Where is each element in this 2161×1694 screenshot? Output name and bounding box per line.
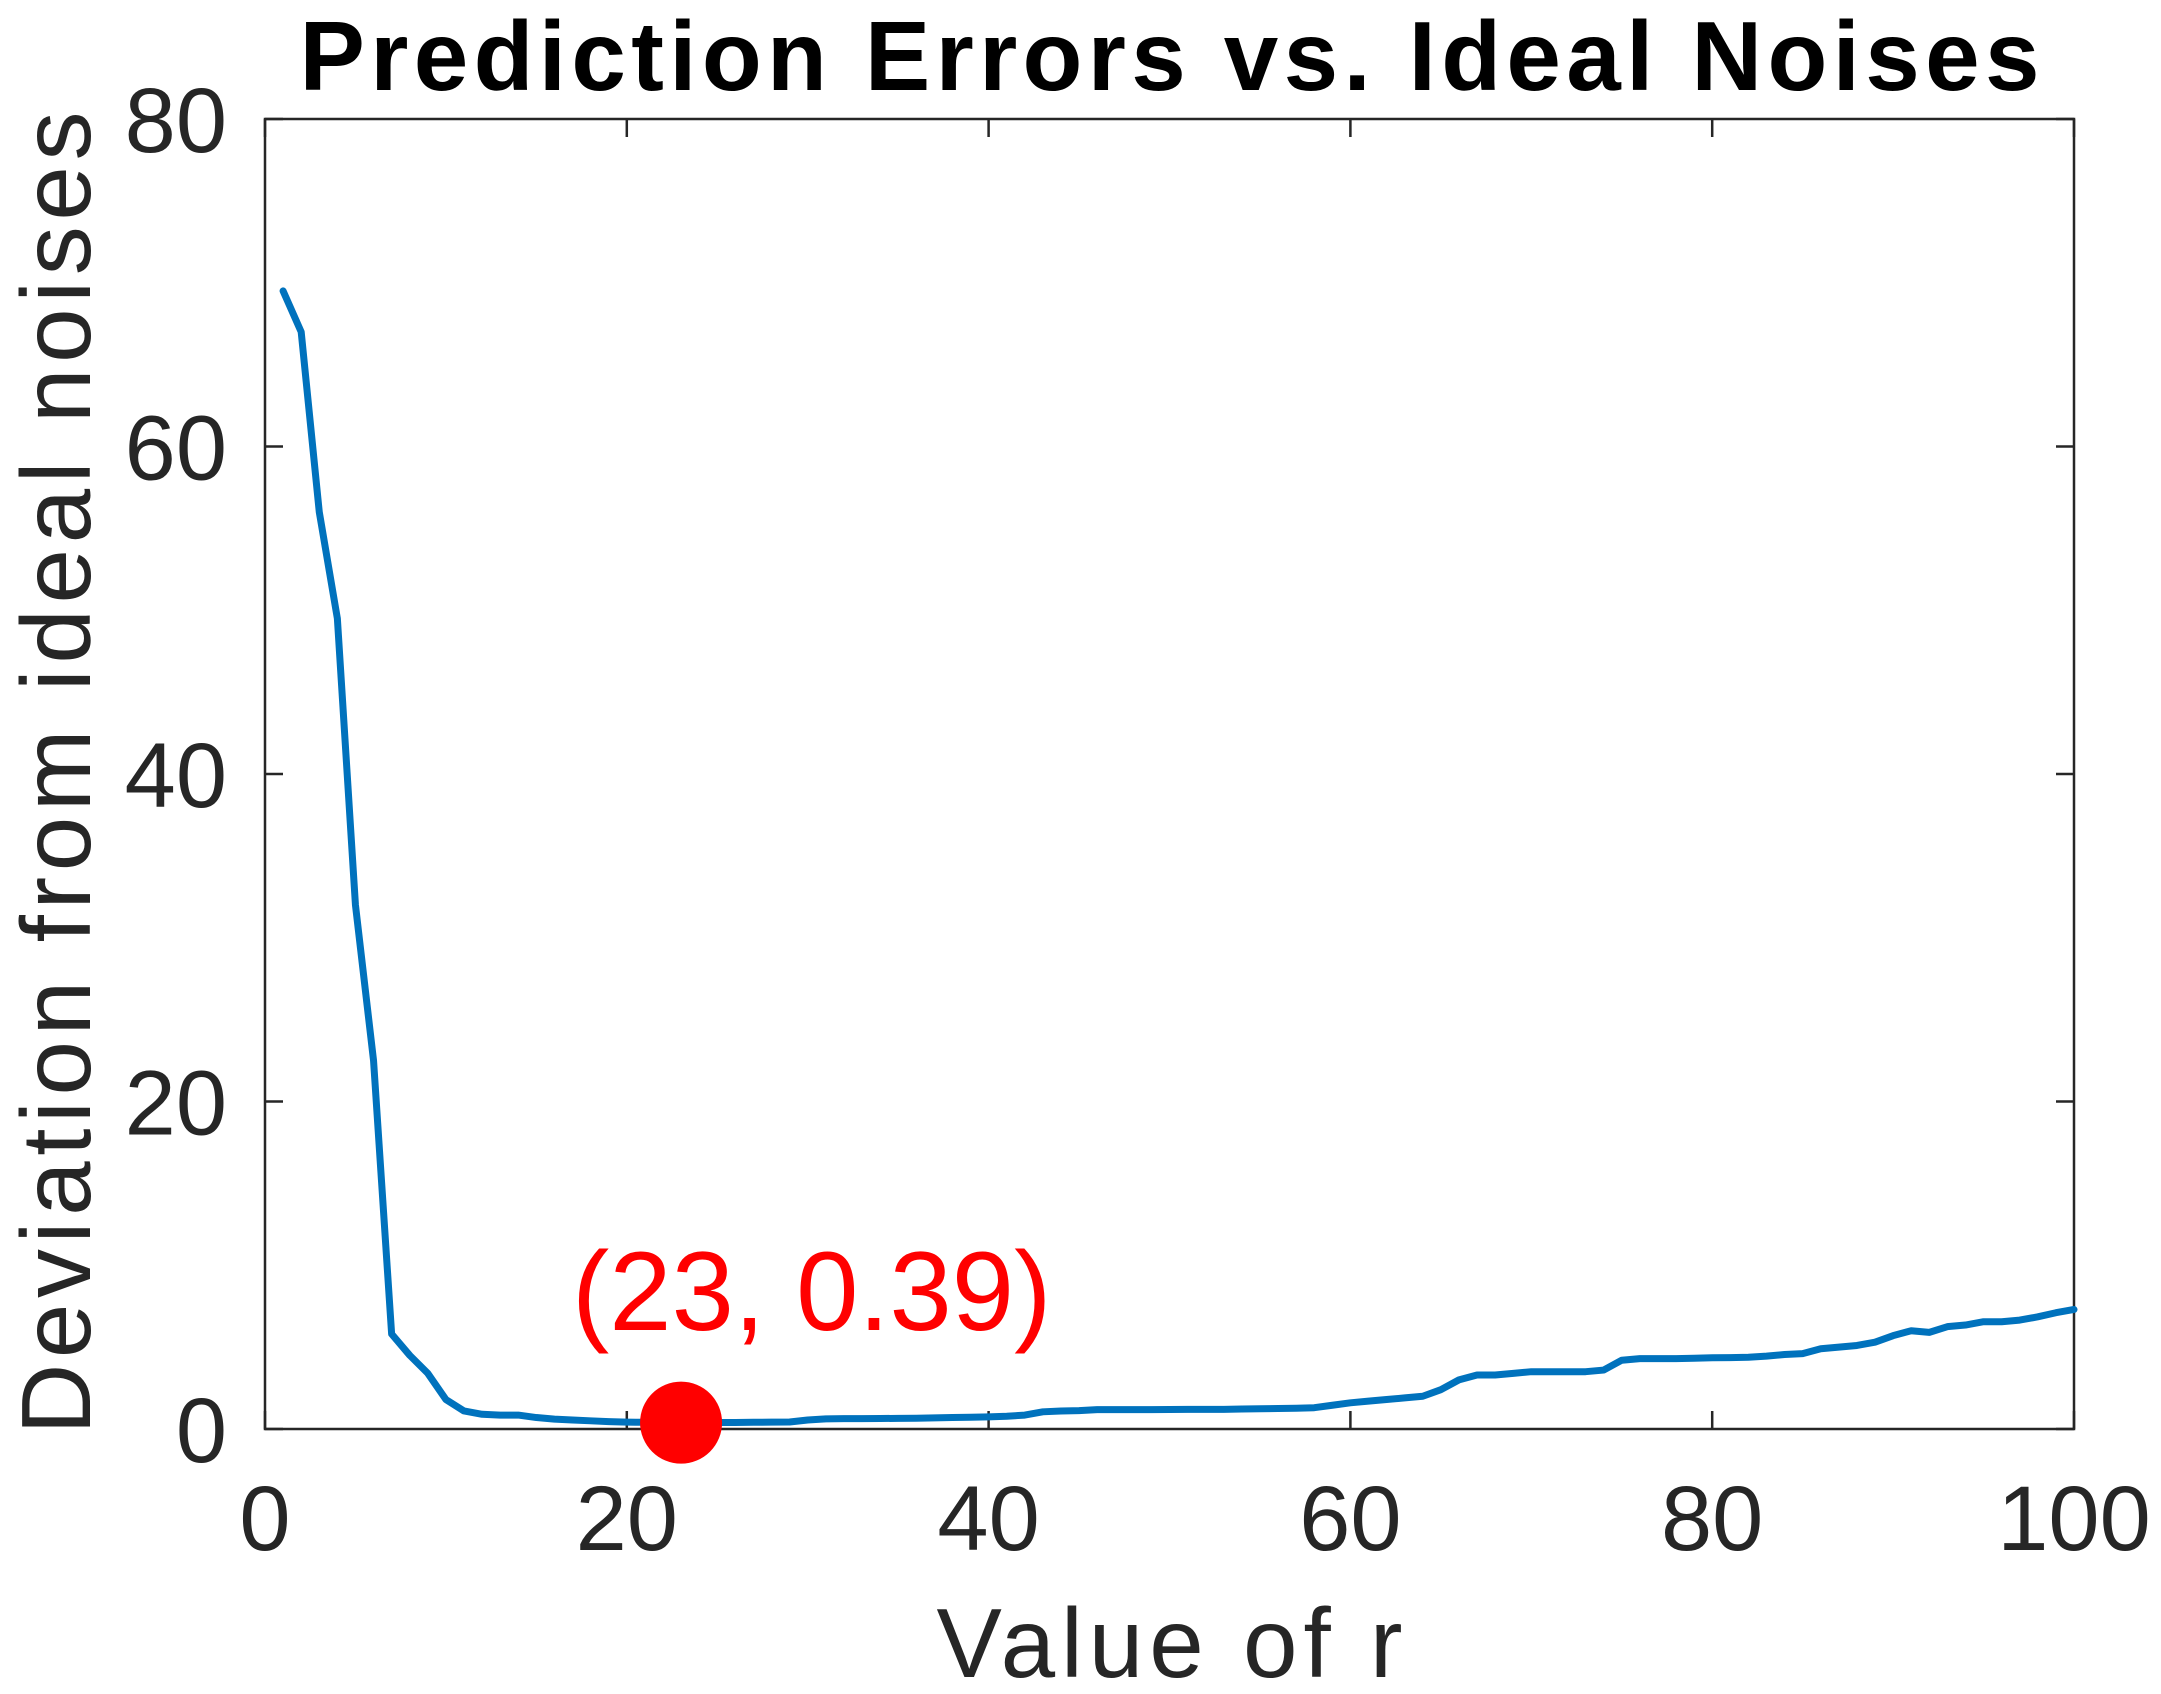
series-line xyxy=(279,287,2078,1427)
series-lines xyxy=(279,287,2078,1427)
highlight-point xyxy=(640,1381,723,1464)
y-tick-label: 80 xyxy=(125,70,227,172)
y-tick-label: 20 xyxy=(125,1052,227,1154)
x-tick-label: 80 xyxy=(1661,1468,1763,1570)
y-tick-label: 40 xyxy=(125,725,227,827)
x-tick-label: 40 xyxy=(937,1468,1039,1570)
x-tick-label: 60 xyxy=(1299,1468,1401,1570)
highlight-marker-group xyxy=(640,1381,723,1464)
y-tick-label: 0 xyxy=(176,1380,227,1482)
axis-ticks xyxy=(263,117,2076,1431)
axis-tick-labels: 0 20 40 60 80 100 0 20 40 60 80 xyxy=(125,70,2151,1570)
highlight-annotation: (23, 0.39) xyxy=(572,1229,1051,1354)
x-tick-label: 100 xyxy=(1997,1468,2151,1570)
plot-area: 0 20 40 60 80 100 0 20 40 60 80 xyxy=(125,70,2151,1570)
y-axis-label: Deviation from ideal noises xyxy=(1,112,111,1435)
chart-title: Prediction Errors vs. Ideal Noises xyxy=(300,1,2040,111)
x-tick-label: 0 xyxy=(239,1468,290,1570)
x-axis-label: Value of r xyxy=(937,1588,1403,1694)
y-tick-label: 60 xyxy=(125,397,227,499)
x-tick-label: 20 xyxy=(576,1468,678,1570)
